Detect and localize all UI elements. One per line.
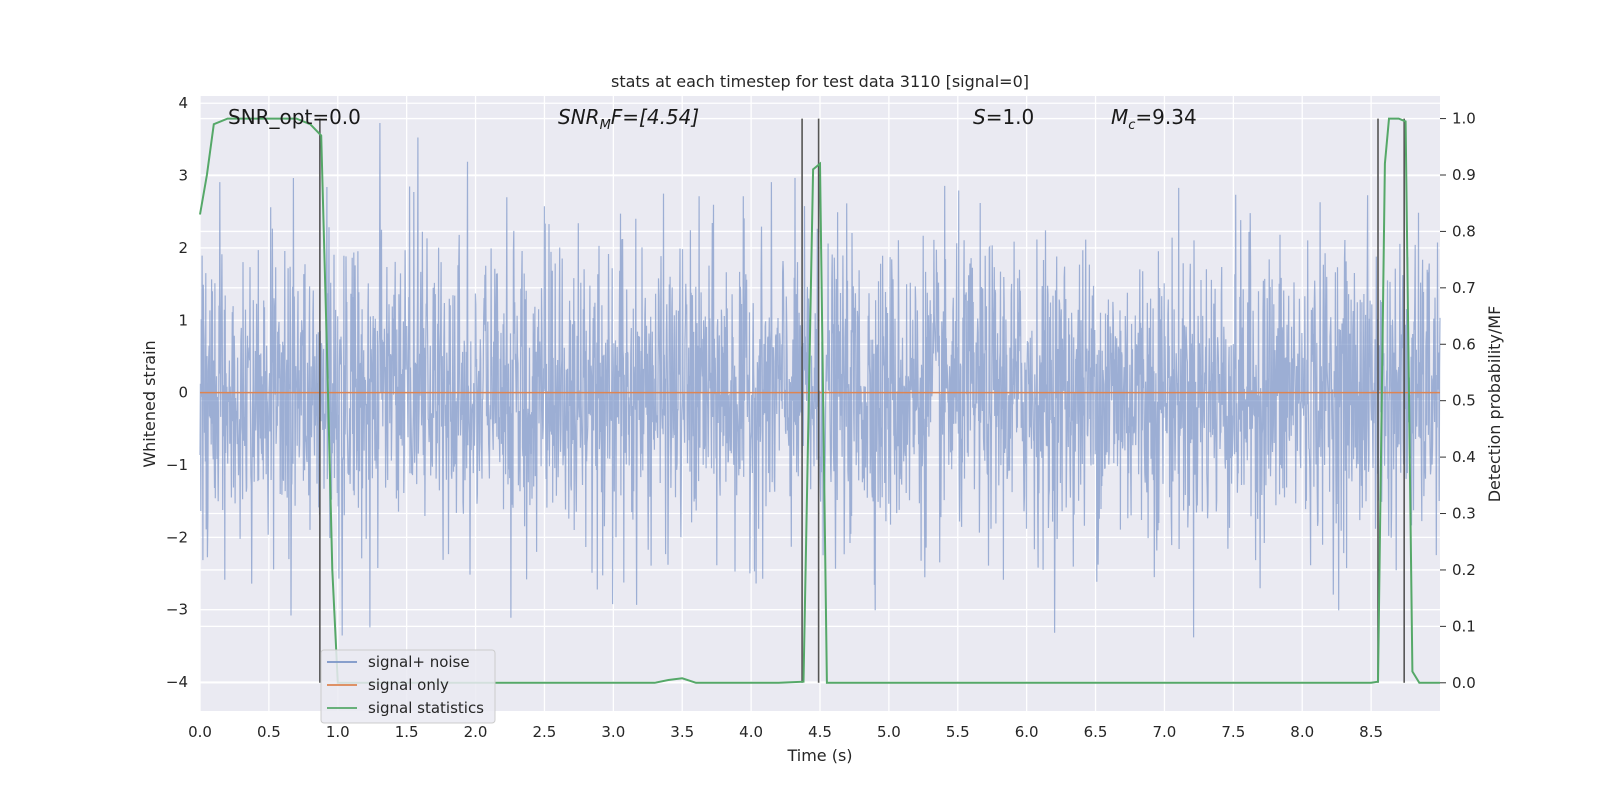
x-tick-label-2: 1.0 <box>326 723 350 741</box>
legend: signal+ noise signal only signal statist… <box>320 649 496 724</box>
legend-label-signal-noise: signal+ noise <box>368 653 470 671</box>
y2-tick-label-1: 0.9 <box>1452 166 1476 184</box>
y2-tick-label-5: 0.5 <box>1452 392 1476 410</box>
snr-mf-suffix: F=[4.54] <box>611 105 699 129</box>
legend-label-signal-only: signal only <box>368 676 449 694</box>
s-symbol: S <box>973 105 986 129</box>
y2-tick-label-7: 0.3 <box>1452 505 1476 523</box>
x-tick-label-8: 4.0 <box>739 723 763 741</box>
x-tick-label-7: 3.5 <box>670 723 694 741</box>
x-axis-label: Time (s) <box>786 746 852 765</box>
y-tick-label-3: 1 <box>178 311 188 329</box>
x-tick-label-13: 6.5 <box>1084 723 1108 741</box>
x-tick-label-1: 0.5 <box>257 723 281 741</box>
x-tick-labels: 0.0 0.5 1.0 1.5 2.0 2.5 3.0 3.5 4.0 4.5 5.0 5.5 6.0 6… <box>188 723 1383 741</box>
y2-tick-label-10: 0.0 <box>1452 674 1476 692</box>
snr-mf-annotation: SNRMF=[4.54] <box>558 105 699 133</box>
signal-statistics-series <box>199 117 1440 684</box>
y-tick-label-0: 4 <box>178 94 188 112</box>
marker-lines <box>319 118 1405 683</box>
y2-tick-label-9: 0.1 <box>1452 617 1476 635</box>
y-tick-label-2: 2 <box>178 239 188 257</box>
mc-subscript: c <box>1128 118 1135 133</box>
y-tick-label-6: −2 <box>166 528 188 546</box>
x-tick-label-9: 4.5 <box>808 723 832 741</box>
y-tick-label-1: 3 <box>178 167 188 185</box>
signal-noise-line <box>199 122 1441 638</box>
legend-label-signal-statistics: signal statistics <box>368 699 484 717</box>
y2-tick-labels: 1.0 0.9 0.8 0.7 0.6 0.5 0.4 0.3 0.2 0.1 0.0 <box>1440 110 1476 692</box>
y2-tick-label-4: 0.6 <box>1452 335 1476 353</box>
y-tick-label-8: −4 <box>166 673 188 691</box>
y2-tick-label-3: 0.7 <box>1452 279 1476 297</box>
y-tick-label-4: 0 <box>178 384 188 402</box>
x-tick-label-15: 7.5 <box>1221 723 1245 741</box>
signal-statistics-line <box>199 117 1440 684</box>
signal-noise-series <box>199 122 1441 638</box>
y-tick-labels: 4 3 2 1 0 −1 −2 −3 −4 <box>166 94 188 691</box>
x-tick-label-17: 8.5 <box>1359 723 1383 741</box>
y-tick-label-7: −3 <box>166 601 188 619</box>
y2-tick-label-0: 1.0 <box>1452 110 1476 128</box>
s-value: =1.0 <box>986 105 1035 129</box>
mc-symbol: M <box>1111 105 1128 129</box>
x-tick-label-12: 6.0 <box>1015 723 1039 741</box>
x-tick-label-11: 5.5 <box>946 723 970 741</box>
x-tick-label-16: 8.0 <box>1290 723 1314 741</box>
x-tick-label-14: 7.0 <box>1153 723 1177 741</box>
x-tick-label-5: 2.5 <box>533 723 557 741</box>
x-tick-label-0: 0.0 <box>188 723 212 741</box>
y-tick-label-5: −1 <box>166 456 188 474</box>
y2-tick-label-6: 0.4 <box>1452 448 1476 466</box>
chart-title: stats at each timestep for test data 311… <box>611 72 1029 91</box>
s-annotation: S=1.0 <box>973 105 1034 129</box>
x-tick-label-4: 2.0 <box>464 723 488 741</box>
x-tick-label-10: 5.0 <box>877 723 901 741</box>
snr-mf-subscript: M <box>600 118 611 133</box>
y2-axis-label: Detection probability/MF <box>1485 306 1504 503</box>
y2-tick-label-2: 0.8 <box>1452 222 1476 240</box>
snr-opt-annotation: SNR_opt=0.0 <box>228 105 361 129</box>
y-axis-label: Whitened strain <box>140 340 159 467</box>
mc-value: =9.34 <box>1135 105 1196 129</box>
snr-mf-prefix: SNR <box>558 105 600 129</box>
x-tick-label-3: 1.5 <box>395 723 419 741</box>
legend-box <box>320 649 496 724</box>
x-tick-label-6: 3.0 <box>601 723 625 741</box>
mc-annotation: Mc=9.34 <box>1111 105 1197 133</box>
y2-tick-label-8: 0.2 <box>1452 561 1476 579</box>
